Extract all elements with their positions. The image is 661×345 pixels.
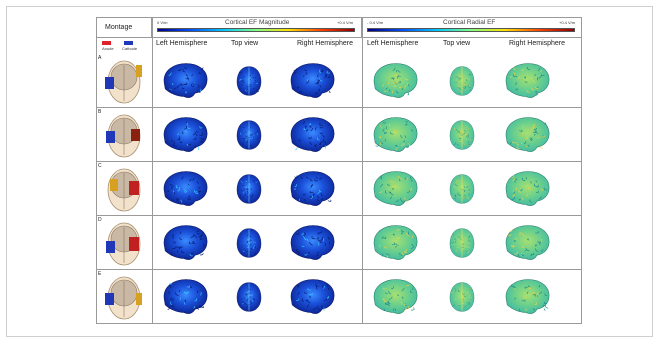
magnitude-brain-left xyxy=(156,166,214,215)
radial-brain-left xyxy=(366,112,424,161)
radial-brain-top xyxy=(442,166,482,217)
magnitude-brain-top xyxy=(229,220,269,271)
rad-top-subheader: Top view xyxy=(443,40,471,47)
magnitude-brain-top xyxy=(229,274,269,325)
radial-min-label: - 0.4 V/m xyxy=(367,20,384,25)
magnitude-brain-right xyxy=(283,220,341,269)
row-divider xyxy=(96,269,582,270)
magnitude-brain-top xyxy=(229,58,269,109)
magnitude-brain-right xyxy=(283,58,341,107)
figure: Montage 0 V/m Cortical EF Magnitude +0.4… xyxy=(96,17,582,324)
radial-brain-top xyxy=(442,274,482,325)
mag-top-subheader: Top view xyxy=(231,40,259,47)
montage-header: Montage xyxy=(105,24,133,31)
anode-swatch xyxy=(102,41,111,45)
magnitude-brain-left xyxy=(156,274,214,323)
grid-montage-divider xyxy=(152,17,153,324)
radial-brain-right xyxy=(498,220,556,269)
magnitude-max-label: +0.4 V/m xyxy=(337,20,354,25)
radial-colorbar xyxy=(367,28,575,32)
magnitude-brain-left xyxy=(156,58,214,107)
grid-bottom-border xyxy=(96,323,582,324)
grid-left-border xyxy=(96,17,97,324)
radial-brain-top xyxy=(442,112,482,163)
row-divider xyxy=(96,107,582,108)
grid-section-divider xyxy=(362,17,363,324)
radial-brain-left xyxy=(366,166,424,215)
radial-brain-left xyxy=(366,220,424,269)
magnitude-brain-top xyxy=(229,112,269,163)
magnitude-title: Cortical EF Magnitude xyxy=(225,19,290,26)
mag-right-subheader: Right Hemisphere xyxy=(297,40,354,47)
montage-head-diagram xyxy=(102,219,146,272)
magnitude-brain-top xyxy=(229,166,269,217)
montage-head-diagram xyxy=(102,165,146,218)
rad-right-subheader: Right Hemisphere xyxy=(509,40,566,47)
rad-left-subheader: Left Hemisphere xyxy=(367,40,419,47)
row-label: B xyxy=(98,109,102,115)
row-divider xyxy=(96,161,582,162)
radial-brain-top xyxy=(442,58,482,109)
magnitude-brain-left xyxy=(156,112,214,161)
radial-brain-right xyxy=(498,166,556,215)
radial-header-cell: - 0.4 V/m Cortical Radial EF +0.4 V/m Le… xyxy=(362,17,582,47)
row-label: E xyxy=(98,271,102,277)
radial-brain-right xyxy=(498,112,556,161)
magnitude-min-label: 0 V/m xyxy=(157,20,168,25)
cathode-label: Cathode xyxy=(122,46,138,51)
cathode-swatch xyxy=(124,41,133,45)
radial-brain-right xyxy=(498,274,556,323)
magnitude-brain-left xyxy=(156,220,214,269)
magnitude-brain-right xyxy=(283,112,341,161)
montage-head-diagram xyxy=(102,273,146,326)
grid-right-border xyxy=(581,17,582,324)
magnitude-header-cell: 0 V/m Cortical EF Magnitude +0.4 V/m Lef… xyxy=(152,17,362,47)
montage-head-diagram xyxy=(102,57,146,110)
row-label: D xyxy=(98,217,102,223)
radial-max-label: +0.4 V/m xyxy=(559,20,576,25)
anode-label: Anode xyxy=(102,46,114,51)
magnitude-brain-right xyxy=(283,274,341,323)
radial-title: Cortical Radial EF xyxy=(443,19,496,26)
montage-head-diagram xyxy=(102,111,146,164)
radial-brain-left xyxy=(366,58,424,107)
montage-header-cell: Montage xyxy=(96,17,152,38)
row-divider xyxy=(96,215,582,216)
radial-brain-left xyxy=(366,274,424,323)
row-label: C xyxy=(98,163,102,169)
magnitude-brain-right xyxy=(283,166,341,215)
mag-left-subheader: Left Hemisphere xyxy=(156,40,208,47)
radial-brain-top xyxy=(442,220,482,271)
radial-brain-right xyxy=(498,58,556,107)
row-label: A xyxy=(98,55,102,61)
magnitude-colorbar xyxy=(157,28,355,32)
